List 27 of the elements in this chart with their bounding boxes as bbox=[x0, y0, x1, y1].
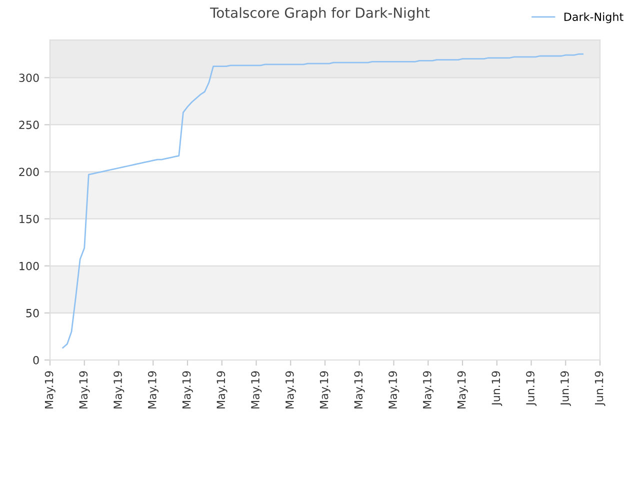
y-tick-label: 200 bbox=[19, 168, 39, 176]
y-tick-label: 300 bbox=[19, 74, 39, 82]
x-tick-label: Jun.19 bbox=[594, 371, 606, 406]
y-tick-label: 150 bbox=[20, 214, 39, 224]
x-tick-label: May.19 bbox=[114, 371, 124, 408]
x-tick-label: Jun.19 bbox=[526, 371, 537, 406]
legend-label: Dark-Night bbox=[564, 12, 624, 24]
x-tick-label: May.19 bbox=[285, 371, 296, 408]
x-tick-label: May.19 bbox=[148, 371, 158, 408]
y-tick-label: 250 bbox=[19, 120, 39, 130]
x-tick-label: May.19 bbox=[354, 371, 365, 408]
x-tick-label: May.19 bbox=[182, 371, 193, 408]
y-tick-label: 0 bbox=[33, 356, 39, 364]
x-tick-label: May.19 bbox=[320, 371, 330, 408]
x-tick-label: May.19 bbox=[388, 371, 400, 408]
line-series bbox=[62, 53, 584, 348]
x-tick-label: May.19 bbox=[216, 371, 228, 408]
x-tick-label: Jun.19 bbox=[560, 371, 571, 406]
y-tick-label: 50 bbox=[26, 308, 39, 318]
x-tick-label: May.19 bbox=[44, 371, 56, 408]
x-tick-label: May.19 bbox=[79, 371, 90, 408]
x-tick-label: May.19 bbox=[251, 371, 262, 408]
chart-title: Totalscore Graph for Dark-Night bbox=[210, 7, 430, 21]
x-tick-label: May.19 bbox=[422, 371, 434, 408]
y-tick-label: 100 bbox=[20, 262, 39, 270]
x-tick-label: Jun.19 bbox=[492, 371, 502, 406]
x-tick-label: May.19 bbox=[457, 371, 468, 408]
